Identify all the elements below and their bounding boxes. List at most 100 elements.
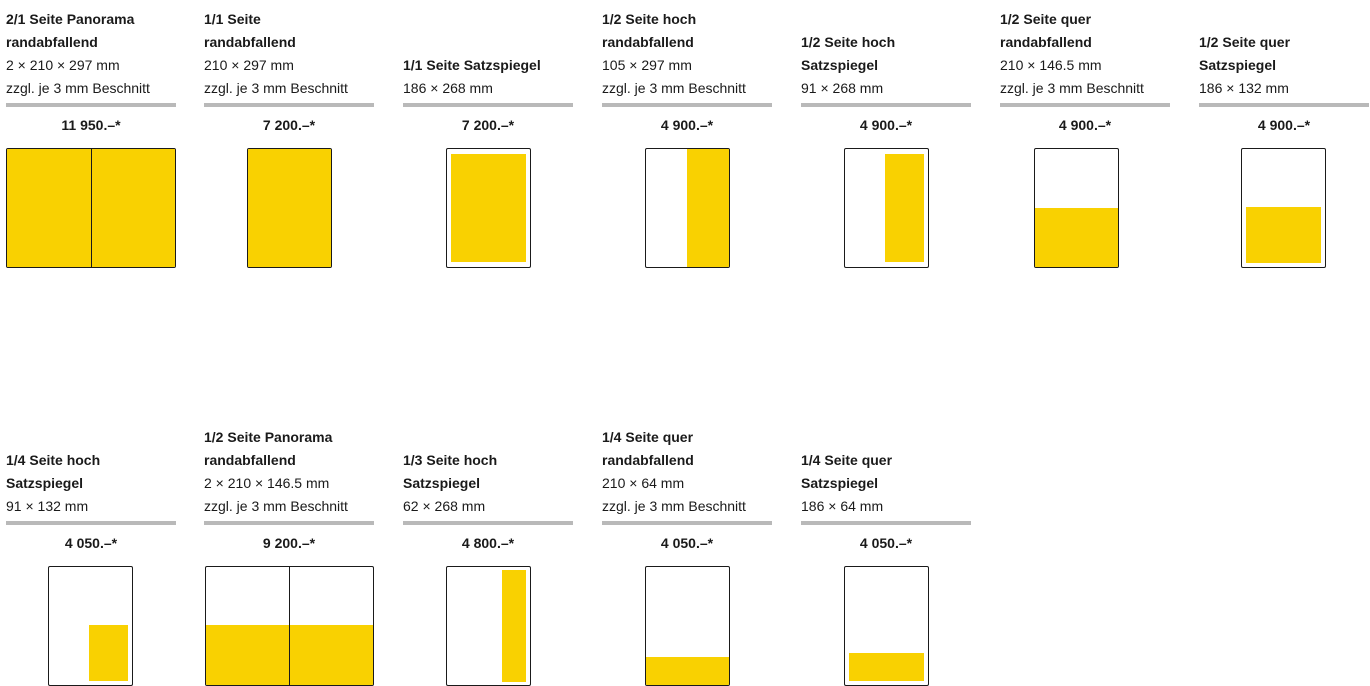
format-dimensions: 210 × 297 mm [204,57,294,73]
format-title-line: 1/4 Seite quer [801,452,893,468]
format-title-line: 1/4 Seite hoch [6,452,101,468]
divider-rule [204,521,374,525]
format-dimensions: 210 × 146.5 mm [1000,57,1102,73]
page-mockup [645,566,730,686]
format-bleed-note: zzgl. je 3 mm Beschnitt [1000,80,1144,96]
format-title-line: randabfallend [204,452,296,468]
format-text: 1/2 Seite quer Satzspiegel 186 × 132 mm [1199,31,1369,100]
format-text: 1/1 Seite Satzspiegel 186 × 268 mm [403,54,573,100]
format-price: 11 950.–* [61,117,121,133]
page-mockup [446,566,531,686]
format-dimensions: 186 × 268 mm [403,80,493,96]
format-title-line: 1/2 Seite Panorama [204,429,333,445]
format-title-line: randabfallend [204,34,296,50]
format-price: 9 200.–* [262,535,316,551]
page-mockup-spread [6,148,176,268]
ad-area [451,154,526,262]
spread-fold-line [91,149,92,267]
format-title-line: Satzspiegel [801,475,879,491]
page-mockup [1241,148,1326,268]
divider-rule [6,521,176,525]
format-dimensions: 2 × 210 × 297 mm [6,57,120,73]
format-title-line: 1/3 Seite hoch [403,452,498,468]
page-mockup [844,566,929,686]
format-title-line: Satzspiegel [403,475,481,491]
format-dimensions: 210 × 64 mm [602,475,685,491]
format-title-line: 1/2 Seite quer [1199,34,1291,50]
format-price: 7 200.–* [461,117,515,133]
format-title-line: Satzspiegel [1199,57,1277,73]
format-text: 1/4 Seite quer Satzspiegel 186 × 64 mm [801,449,971,518]
page-mockup [48,566,133,686]
format-title-line: randabfallend [602,452,694,468]
ad-area [89,625,128,681]
format-dimensions: 186 × 132 mm [1199,80,1289,96]
page-mockup-spread [205,566,374,686]
page-mockup [645,148,730,268]
format-price: 4 050.–* [859,535,913,551]
format-text: 1/1 Seite randabfallend 210 × 297 mm zzg… [204,8,374,100]
divider-rule [204,103,374,107]
format-bleed-note: zzgl. je 3 mm Beschnitt [204,80,348,96]
ad-area [885,154,924,262]
ad-area [1246,207,1321,263]
divider-rule [403,521,573,525]
spread-fold-line [289,567,290,685]
format-text: 1/2 Seite quer randabfallend 210 × 146.5… [1000,8,1170,100]
page-mockup [247,148,332,268]
format-text: 1/4 Seite quer randabfallend 210 × 64 mm… [602,426,772,518]
format-text: 2/1 Seite Panorama randabfallend 2 × 210… [6,8,176,100]
format-title-line: 1/4 Seite quer [602,429,694,445]
format-bleed-note: zzgl. je 3 mm Beschnitt [602,80,746,96]
divider-rule [801,103,971,107]
format-price: 4 900.–* [859,117,913,133]
ad-area [248,149,331,267]
divider-rule [602,103,772,107]
format-price: 4 800.–* [461,535,515,551]
format-dimensions: 105 × 297 mm [602,57,692,73]
divider-rule [1199,103,1369,107]
format-dimensions: 91 × 132 mm [6,498,89,514]
format-dimensions: 62 × 268 mm [403,498,486,514]
format-title-line: 1/2 Seite quer [1000,11,1092,27]
format-dimensions: 91 × 268 mm [801,80,884,96]
ad-area [646,657,729,685]
format-price: 4 050.–* [64,535,118,551]
page-mockup [1034,148,1119,268]
format-price: 4 900.–* [1257,117,1311,133]
format-title-line: Satzspiegel [6,475,84,491]
divider-rule [602,521,772,525]
ad-area [1035,208,1118,267]
format-title-line: 1/1 Seite [204,11,261,27]
format-title-line: Satzspiegel [801,57,879,73]
format-bleed-note: zzgl. je 3 mm Beschnitt [602,498,746,514]
divider-rule [6,103,176,107]
format-dimensions: 2 × 210 × 146.5 mm [204,475,330,491]
divider-rule [1000,103,1170,107]
format-title-line: 1/2 Seite hoch [801,34,896,50]
format-title-line: 2/1 Seite Panorama [6,11,135,27]
format-title-line: 1/2 Seite hoch [602,11,697,27]
format-price: 4 900.–* [1058,117,1112,133]
page-mockup [446,148,531,268]
format-title-line: randabfallend [602,34,694,50]
ad-area [849,653,924,681]
format-bleed-note: zzgl. je 3 mm Beschnitt [6,80,150,96]
format-bleed-note: zzgl. je 3 mm Beschnitt [204,498,348,514]
format-text: 1/2 Seite Panorama randabfallend 2 × 210… [204,426,374,518]
ad-area [502,570,526,682]
divider-rule [403,103,573,107]
format-text: 1/2 Seite hoch randabfallend 105 × 297 m… [602,8,772,100]
page-mockup [844,148,929,268]
format-title-line: randabfallend [1000,34,1092,50]
format-title-line: randabfallend [6,34,98,50]
ad-area [687,149,729,267]
format-text: 1/2 Seite hoch Satzspiegel 91 × 268 mm [801,31,971,100]
format-price: 4 900.–* [660,117,714,133]
format-text: 1/3 Seite hoch Satzspiegel 62 × 268 mm [403,449,573,518]
format-title-line: 1/1 Seite Satzspiegel [403,57,541,73]
format-price: 4 050.–* [660,535,714,551]
format-text: 1/4 Seite hoch Satzspiegel 91 × 132 mm [6,449,176,518]
divider-rule [801,521,971,525]
